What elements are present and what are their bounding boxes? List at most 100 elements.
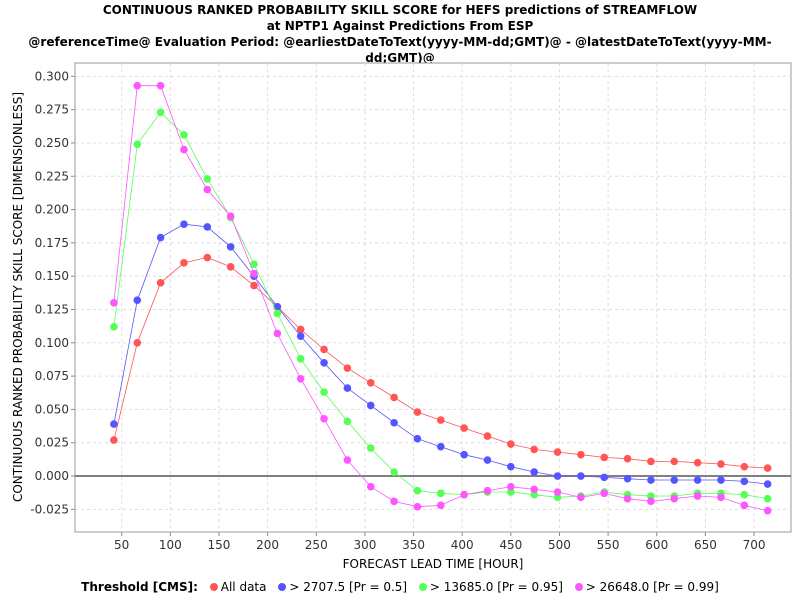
legend-marker-icon — [574, 582, 583, 591]
legend-item-all-data: All data — [209, 580, 271, 594]
data-point — [413, 408, 422, 416]
x-tick-label: 450 — [499, 538, 522, 552]
legend-item-pr-0-5: > 2707.5 [Pr = 0.5] — [278, 580, 411, 594]
data-point — [740, 501, 749, 510]
data-point — [250, 281, 258, 290]
y-tick-label: 0.150 — [35, 269, 69, 283]
data-point — [296, 374, 305, 383]
data-point — [600, 473, 609, 482]
data-point — [413, 434, 422, 443]
grid-layer — [75, 63, 791, 532]
data-point — [110, 436, 118, 444]
data-point — [366, 444, 375, 452]
data-point — [320, 345, 328, 354]
data-point — [366, 401, 375, 410]
data-point — [483, 432, 492, 440]
data-point — [693, 458, 702, 467]
legend-marker-icon — [278, 582, 287, 591]
x-tick-label: 50 — [114, 538, 129, 552]
data-point — [180, 259, 188, 267]
data-point — [133, 140, 142, 149]
legend-item-label: > 13685.0 [Pr = 0.95] — [429, 580, 563, 594]
data-point — [483, 456, 492, 464]
data-point — [647, 476, 655, 484]
data-point — [296, 332, 305, 340]
data-point — [763, 480, 772, 488]
data-point — [156, 279, 165, 287]
x-tick-label: 700 — [743, 538, 766, 552]
data-point — [460, 450, 468, 459]
data-point — [507, 462, 515, 471]
series-2 — [110, 220, 772, 488]
legend-item-pr-0-95: > 13685.0 [Pr = 0.95] — [418, 580, 567, 594]
legend-item-pr-0-99: > 26648.0 [Pr = 0.99] — [574, 580, 719, 594]
data-point — [180, 145, 188, 154]
data-point — [553, 472, 562, 480]
y-tick-label: 0.250 — [35, 136, 69, 150]
data-point — [156, 81, 165, 90]
data-point — [343, 456, 352, 464]
data-point — [436, 442, 445, 451]
data-point — [413, 502, 422, 511]
data-point — [717, 476, 725, 484]
data-point — [226, 243, 235, 251]
x-tick-label: 350 — [402, 538, 425, 552]
data-point — [577, 472, 585, 480]
data-point — [296, 354, 305, 363]
data-point — [180, 131, 188, 139]
chart-title-line-1: CONTINUOUS RANKED PROBABILITY SKILL SCOR… — [102, 3, 698, 17]
data-point — [436, 501, 445, 510]
data-point — [623, 454, 632, 463]
x-tick-label: 600 — [645, 538, 668, 552]
data-point — [717, 460, 725, 468]
data-point — [156, 108, 165, 117]
y-tick-label: 0.100 — [35, 336, 69, 350]
y-tick-label: 0.175 — [35, 236, 69, 250]
chart-title-line-2: at NPTP1 Against Predictions From ESP — [266, 19, 534, 33]
data-point — [203, 253, 212, 262]
legend-title: Threshold [CMS]: — [81, 580, 198, 594]
data-point — [717, 493, 725, 502]
y-tick-label: 0.275 — [35, 103, 69, 117]
x-tick-label: 500 — [548, 538, 571, 552]
data-point — [436, 416, 445, 424]
data-point — [250, 260, 258, 268]
data-point — [133, 296, 142, 304]
data-point — [110, 420, 118, 428]
data-point — [320, 414, 328, 423]
series-layer — [110, 81, 772, 515]
data-point — [390, 497, 398, 506]
data-point — [577, 450, 585, 459]
plot-area — [74, 62, 792, 533]
x-tick-label: 650 — [694, 538, 717, 552]
data-point — [740, 462, 749, 471]
data-point — [553, 448, 562, 456]
data-point — [670, 494, 679, 503]
data-point — [203, 185, 212, 194]
data-point — [740, 477, 749, 486]
y-tick-label: 0.225 — [35, 169, 69, 183]
legend-marker-icon — [418, 582, 427, 591]
y-tick-label: 0.025 — [35, 436, 69, 450]
data-point — [390, 418, 398, 427]
y-tick-label: 0.000 — [35, 469, 69, 483]
data-point — [320, 388, 328, 396]
data-point — [226, 212, 235, 221]
data-point — [343, 417, 352, 426]
data-point — [133, 339, 142, 347]
y-tick-label: 0.050 — [35, 402, 69, 416]
data-point — [740, 490, 749, 499]
data-point — [530, 468, 538, 476]
data-point — [180, 220, 188, 229]
y-tick-label: 0.125 — [35, 302, 69, 316]
data-point — [530, 445, 538, 454]
data-point — [553, 493, 562, 502]
data-point — [647, 457, 655, 466]
legend-marker-icon — [209, 582, 218, 591]
data-point — [110, 323, 118, 331]
data-point — [647, 492, 655, 500]
data-point — [436, 489, 445, 498]
x-tick-label: 550 — [597, 538, 620, 552]
x-tick-label: 100 — [159, 538, 182, 552]
